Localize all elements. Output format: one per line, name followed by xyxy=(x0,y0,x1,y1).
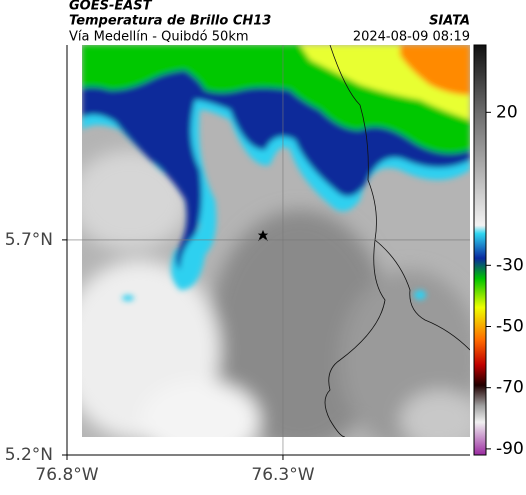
colorbar-tick-label: 20 xyxy=(496,102,518,122)
colorbar-tick-label: -50 xyxy=(496,316,524,336)
y-tick-label: 5.7°N xyxy=(5,230,53,250)
colorbar-tick-label: -90 xyxy=(496,439,524,459)
x-tick-label: 76.8°W xyxy=(35,465,98,485)
y-tick-label: 5.2°N xyxy=(5,445,53,465)
region: Vía Medellín - Quibdó 50km xyxy=(69,30,249,45)
source: SIATA xyxy=(429,14,470,29)
colorbar-tick-label: -30 xyxy=(496,255,524,275)
colorbar xyxy=(473,44,487,456)
satellite-image xyxy=(82,45,470,437)
x-tick-label: 76.3°W xyxy=(251,465,314,485)
datetime: 2024-08-09 08:19 xyxy=(353,30,470,45)
subtitle: Temperatura de Brillo CH13 xyxy=(69,14,271,29)
title: GOES-EAST xyxy=(69,0,153,14)
colorbar-tick-label: -70 xyxy=(496,378,524,398)
